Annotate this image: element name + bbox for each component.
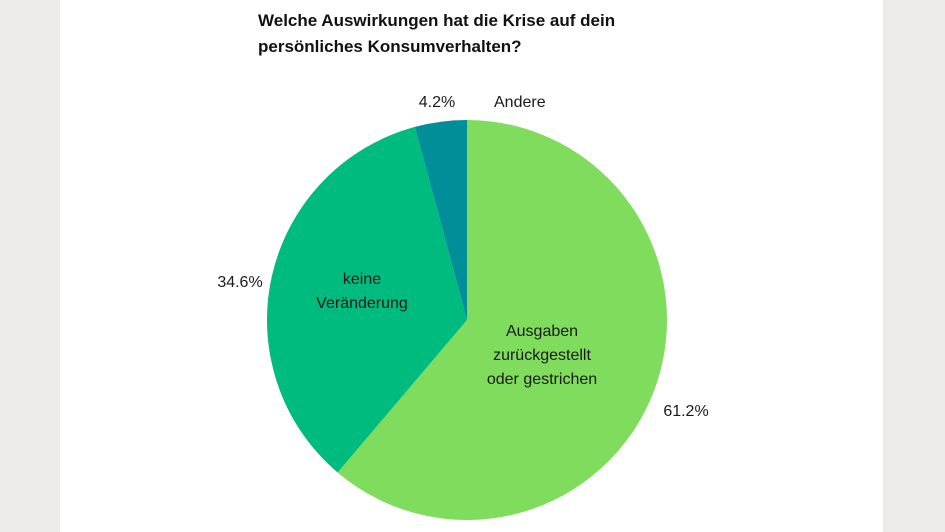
slice-label-0: Ausgaben zurückgestellt oder gestrichen [487,323,597,388]
pie-slice-1 [266,126,467,473]
pie-slice-0 [337,120,667,520]
value-label-1: 34.6% [217,274,262,291]
pie-slices [266,120,667,520]
slice-label-1: keine Veränderung [316,271,408,312]
chart-title: Welche Auswirkungen hat die Krise auf de… [258,11,616,56]
pie-slice-2 [414,120,467,320]
slice-labels: Ausgaben zurückgestellt oder gestrichen kei… [316,94,597,388]
slice-label-2: Andere [494,94,546,111]
value-label-0: 61.2% [663,403,708,420]
value-labels: 61.2% 34.6% 4.2% [217,94,708,420]
value-label-2: 4.2% [419,94,455,111]
